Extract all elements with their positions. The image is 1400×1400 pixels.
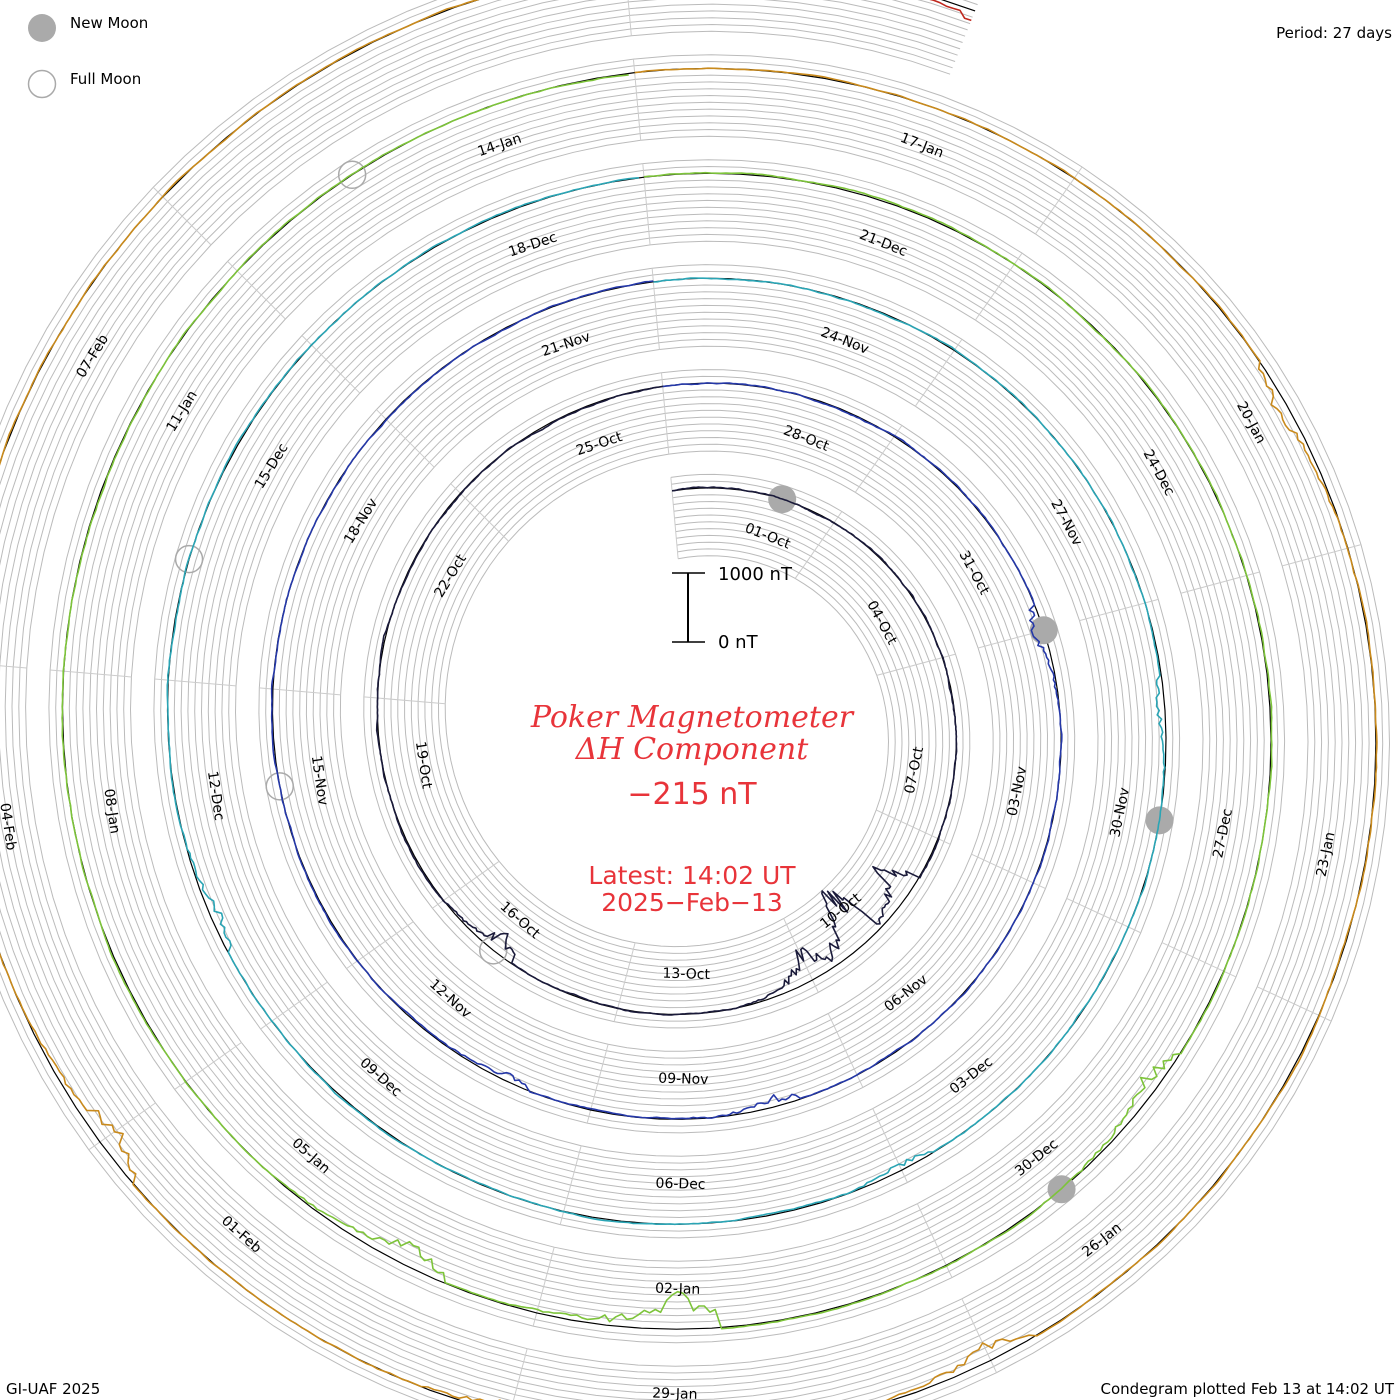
chart-title-line2: ΔH Component (575, 732, 809, 767)
full-moon-marker (337, 160, 367, 190)
day-spoke (827, 1013, 864, 1088)
new-moon-legend-icon (28, 14, 56, 42)
full-moon-legend-icon (27, 69, 57, 99)
day-spoke (0, 665, 27, 669)
date-label: 17-Jan (898, 130, 946, 162)
date-label: 24-Dec (1140, 447, 1178, 499)
series-line-rev-1 (375, 385, 958, 1016)
footer-credit: GI-UAF 2025 (6, 1380, 100, 1398)
day-spoke (88, 1102, 156, 1151)
full-moon-marker (265, 772, 295, 801)
date-label: 06-Dec (655, 1176, 705, 1193)
grid-ring (0, 3, 1336, 1394)
date-label: 03-Nov (1005, 765, 1031, 817)
date-label: 25-Oct (574, 429, 625, 459)
full-moon-marker (174, 544, 204, 574)
scale-bar: 1000 nT 0 nT (672, 564, 793, 653)
grid-ring (0, 0, 1363, 1400)
period-label: Period: 27 days (1276, 24, 1392, 42)
new-moon-marker (1029, 616, 1058, 645)
scale-bottom-label: 0 nT (718, 632, 759, 653)
grid-ring (0, 0, 1357, 1400)
date-label: 24-Nov (818, 324, 871, 357)
date-label: 09-Nov (658, 1071, 709, 1088)
date-label: 07-Feb (73, 332, 112, 381)
series-line-rev-2 (270, 280, 1063, 1120)
date-label: 04-Oct (863, 598, 900, 648)
grid-ring (0, 0, 1350, 1400)
grid-ring (4, 10, 1329, 1388)
date-label: 29-Jan (652, 1386, 698, 1400)
grid-ring (18, 23, 1316, 1374)
grid-ring (11, 17, 1323, 1381)
series-line-rev-4 (61, 74, 1273, 1330)
grid-ring (25, 30, 1309, 1367)
full-moon-legend-label: Full Moon (70, 70, 141, 88)
day-spoke (174, 1042, 242, 1090)
current-value: −215 nT (627, 777, 757, 812)
day-spoke (1161, 942, 1237, 978)
grid-ring (0, 0, 1343, 1400)
latest-time: Latest: 14:02 UT (588, 861, 796, 890)
date-label: 23-Jan (1314, 831, 1339, 879)
date-label: 28-Oct (781, 423, 831, 456)
day-spoke (627, 0, 632, 36)
date-label: 01-Feb (218, 1213, 264, 1257)
date-label: 21-Dec (857, 227, 909, 260)
date-label: 21-Nov (540, 329, 593, 360)
date-label: 27-Nov (1047, 497, 1085, 549)
day-spoke (346, 921, 414, 970)
date-label: 03-Dec (947, 1054, 996, 1098)
day-spoke (961, 1298, 997, 1373)
date-label: 31-Oct (956, 548, 993, 598)
chart-title-line1: Poker Magnetometer (530, 700, 855, 735)
date-label: 07-Oct (902, 745, 927, 795)
date-label: 19-Oct (412, 740, 435, 790)
date-label: 15-Nov (308, 755, 331, 807)
date-label: 10-Oct (817, 890, 865, 932)
series-line-rev-3 (166, 177, 1166, 1226)
day-spoke (1257, 986, 1332, 1022)
day-spoke (260, 981, 328, 1030)
date-label: 14-Jan (476, 131, 524, 160)
day-spoke (513, 1348, 528, 1400)
date-label: 04-Feb (0, 802, 19, 852)
grid-ring (0, 0, 1370, 1400)
date-label: 18-Dec (507, 229, 559, 260)
footer-plot-time: Condegram plotted Feb 13 at 14:02 UT (1101, 1380, 1395, 1398)
day-spoke (1066, 897, 1141, 934)
legend: New Moon Full Moon (27, 14, 148, 99)
scale-top-label: 1000 nT (718, 564, 793, 585)
latest-date: 2025−Feb−13 (601, 888, 783, 917)
date-label: 01-Oct (742, 520, 792, 553)
date-label: 13-Oct (662, 966, 710, 983)
date-label: 30-Dec (1012, 1136, 1061, 1180)
date-label: 12-Dec (204, 770, 227, 822)
new-moon-legend-label: New Moon (70, 14, 148, 32)
day-spoke (872, 1108, 908, 1183)
day-spoke (670, 477, 679, 559)
date-label: 02-Jan (655, 1281, 701, 1298)
date-label: 06-Nov (881, 972, 930, 1016)
date-label: 08-Jan (100, 788, 122, 835)
